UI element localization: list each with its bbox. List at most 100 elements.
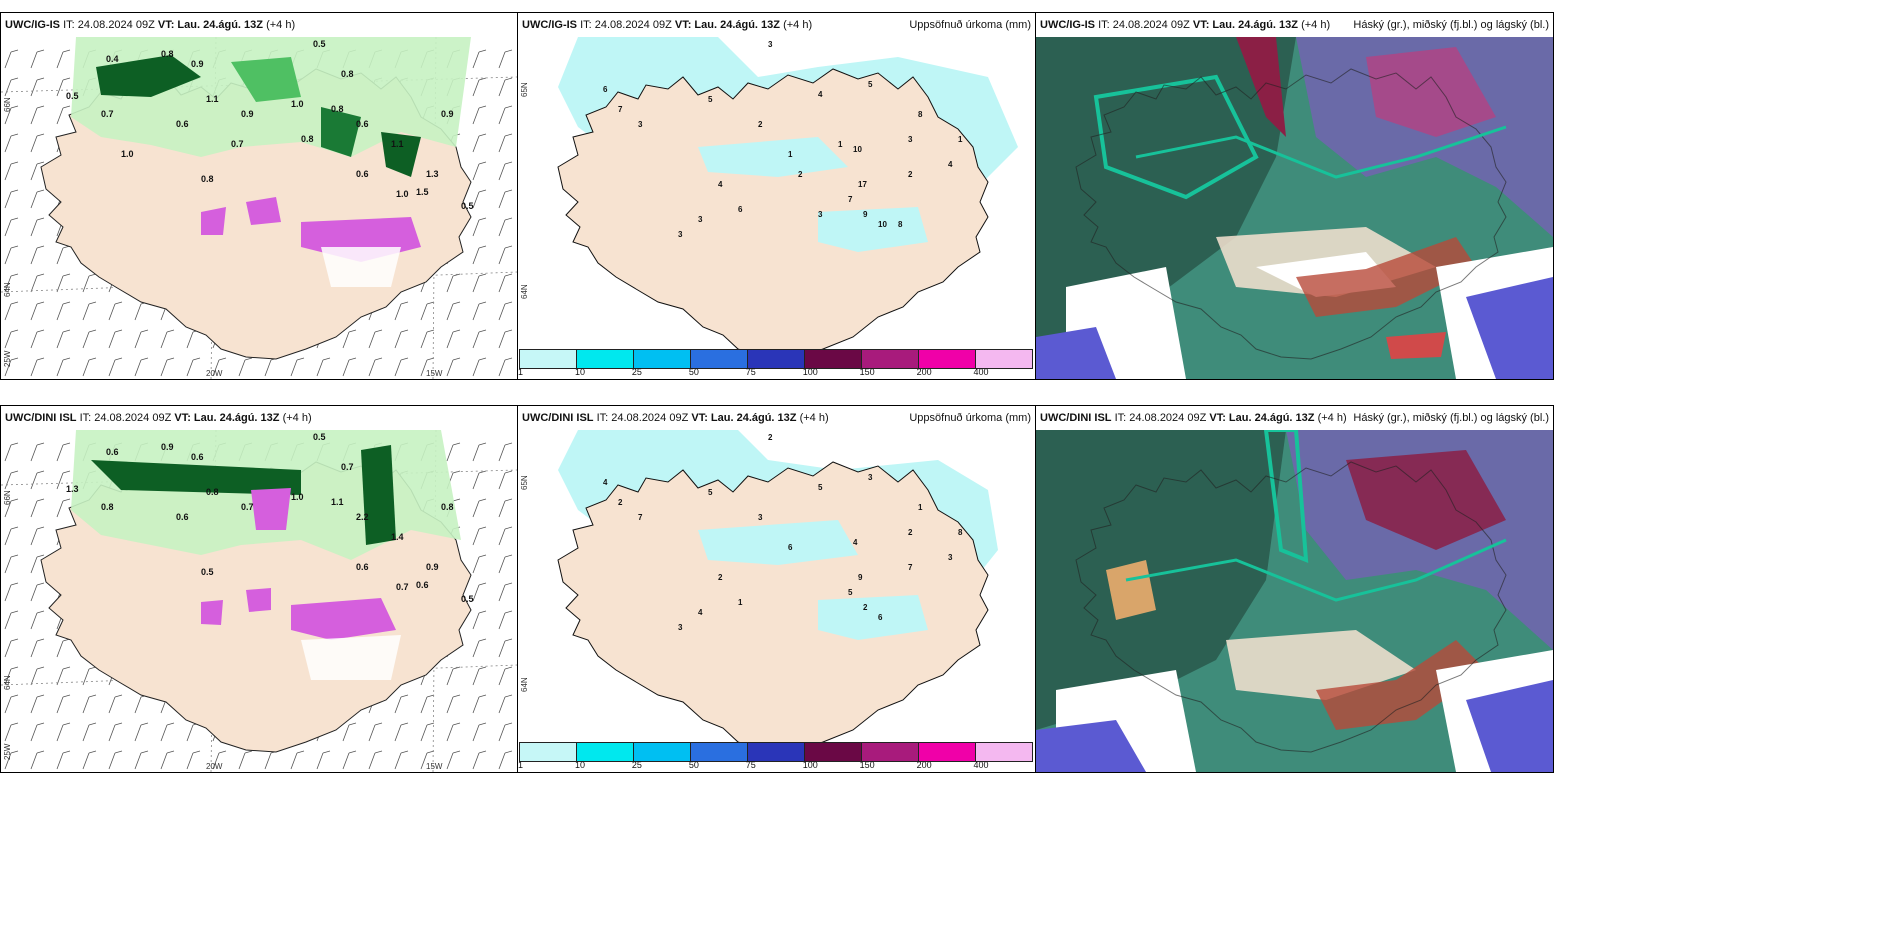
wind-barb (472, 666, 487, 686)
map-value-label: 2 (863, 603, 868, 612)
wind-barb (498, 105, 513, 125)
wind-barb (30, 638, 45, 658)
wind-barb (4, 582, 19, 602)
wind-map-svg: 0.6 0.9 0.6 0.5 0.7 1.3 0.8 0.6 0.5 0.7 1.0 1.1 2.2 1… (1, 430, 517, 772)
colorbar-swatch-100 (804, 742, 862, 762)
colorbar-swatch-200 (918, 349, 976, 369)
wind-barb (4, 694, 19, 714)
wind-barb (30, 498, 45, 518)
cloud-map[interactable] (1036, 430, 1553, 772)
lon-label-25w: 25W (3, 350, 12, 367)
colorbar-labels: 1 10 25 50 75 100 150 200 400 (518, 367, 1033, 379)
wind-barb (4, 498, 19, 518)
map-value-label: 1 (838, 140, 843, 149)
lead-time: (+4 h) (282, 412, 312, 424)
wind-map[interactable]: 0.6 0.9 0.6 0.5 0.7 1.3 0.8 0.6 0.5 0.7 1.0 1.1 2.2 1… (1, 430, 517, 772)
map-value-label: 0.8 (161, 49, 174, 59)
cloud-map[interactable] (1036, 37, 1553, 379)
map-value-label: 0.8 (206, 487, 219, 497)
map-value-label: 5 (708, 95, 713, 104)
wind-barb (420, 722, 435, 742)
init-time: IT: 24.08.2024 09Z (596, 412, 689, 424)
map-value-label: 3 (698, 215, 703, 224)
wind-barb (498, 666, 513, 686)
map-value-label: 0.6 (416, 580, 429, 590)
init-time: IT: 24.08.2024 09Z (1098, 19, 1190, 31)
lon-label-20w: 20W (206, 369, 223, 378)
colorbar-label: 10 (574, 367, 585, 377)
map-value-label: 7 (638, 513, 643, 522)
wind-barb (56, 49, 71, 69)
map-value-label: 6 (738, 205, 743, 214)
wind-barb (4, 357, 19, 377)
cloud-map-svg (1036, 430, 1553, 772)
wind-barb (394, 750, 409, 770)
lat-label-64: 64N (3, 282, 12, 297)
precip-map[interactable]: 2 5 3 4 2 7 5 3 6 4 2 1 9 7 3 8 2 1 4 3 5 2 6 65N 64N (518, 430, 1035, 748)
wind-barb (472, 498, 487, 518)
map-value-label: 3 (638, 120, 643, 129)
wind-barb (238, 357, 253, 377)
wind-map[interactable]: 0.4 0.8 0.9 0.5 0.8 0.5 0.7 0.6 0.8 0.9 1.0 0.8 0.6 1… (1, 37, 517, 379)
wind-barb (4, 161, 19, 181)
wind-barb (472, 189, 487, 209)
map-value-label: 1.0 (291, 99, 304, 109)
map-value-label: 10 (878, 220, 887, 229)
colorbar-swatch-50 (690, 349, 748, 369)
wind-barb (30, 189, 45, 209)
wind-barb (134, 750, 149, 770)
panel-header: UWC/IG-IS IT: 24.08.2024 09Z VT: Lau. 24… (518, 13, 1035, 37)
wind-barb (4, 133, 19, 153)
colorbar-label: 25 (631, 367, 642, 377)
map-value-label: 1 (958, 135, 963, 144)
wind-barb (290, 750, 305, 770)
colorbar-swatch-10 (576, 742, 634, 762)
wind-barb (290, 357, 305, 377)
wind-barb (472, 133, 487, 153)
colorbar-label: 50 (688, 367, 699, 377)
wind-barb (472, 49, 487, 69)
wind-barb (498, 161, 513, 181)
precip-map-svg: 3 4 5 6 7 3 5 2 1 10 3 8 17 2 4 1 4 6 3 3 7 9 10 8 1 2 3 (518, 37, 1035, 355)
wind-barb (498, 273, 513, 293)
map-value-label: 0.6 (106, 447, 119, 457)
lead-time: (+4 h) (799, 412, 829, 424)
wind-barb (4, 722, 19, 742)
precip-map[interactable]: 3 4 5 6 7 3 5 2 1 10 3 8 17 2 4 1 4 6 3 3 7 9 10 8 1 2 3 65N 64N (518, 37, 1035, 355)
colorbar-swatch-25 (633, 349, 691, 369)
lead-time: (+4 h) (1317, 412, 1347, 424)
map-value-label: 0.6 (176, 119, 189, 129)
wind-barb (4, 442, 19, 462)
wind-barb (446, 329, 461, 349)
lon-label-15w: 15W (426, 369, 443, 378)
wind-barb (108, 357, 123, 377)
map-value-label: 6 (878, 613, 883, 622)
wind-barb (498, 638, 513, 658)
wind-barb (56, 666, 71, 686)
map-value-label: 3 (868, 473, 873, 482)
map-value-label: 2.2 (356, 512, 369, 522)
wind-barb (134, 357, 149, 377)
map-value-label: 1.0 (291, 492, 304, 502)
wind-barb (420, 329, 435, 349)
lead-time: (+4 h) (266, 19, 296, 31)
map-value-label: 0.8 (101, 502, 114, 512)
wind-barb (82, 329, 97, 349)
map-value-label: 2 (618, 498, 623, 507)
wind-barb (30, 273, 45, 293)
map-value-label: 0.6 (356, 169, 369, 179)
wind-barb (446, 666, 461, 686)
wind-barb (4, 610, 19, 630)
wind-barb (4, 750, 19, 770)
wind-barb (472, 105, 487, 125)
lat-label-65: 65N (520, 475, 529, 490)
wind-barb (30, 301, 45, 321)
wind-barb (4, 470, 19, 490)
wind-barb (212, 750, 227, 770)
map-value-label: 1.3 (66, 484, 79, 494)
wind-barb (342, 750, 357, 770)
colorbar-label: 200 (916, 760, 932, 770)
map-value-label: 1.0 (121, 149, 134, 159)
wind-barb (446, 750, 461, 770)
map-value-label: 0.9 (441, 109, 454, 119)
